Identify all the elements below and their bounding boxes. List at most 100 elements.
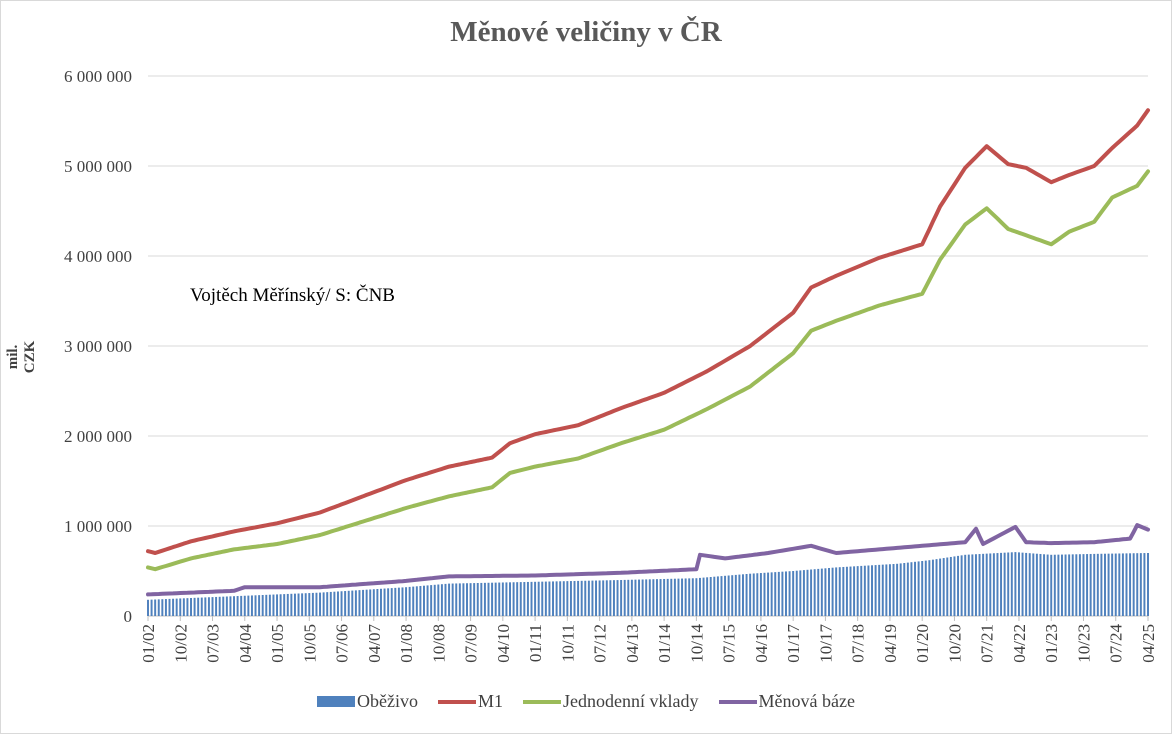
obezivo-bar — [498, 582, 501, 616]
obezivo-bar — [233, 596, 236, 616]
obezivo-bar — [810, 569, 813, 616]
obezivo-bar — [512, 582, 515, 616]
x-tick-label: 07/24 — [1107, 624, 1126, 663]
obezivo-bar — [888, 564, 891, 616]
obezivo-bar — [939, 558, 942, 616]
obezivo-bar — [161, 599, 164, 616]
obezivo-bar — [738, 574, 741, 616]
obezivo-bar — [483, 582, 486, 616]
obezivo-bar — [964, 554, 967, 616]
legend-swatch-m1 — [438, 699, 477, 704]
obezivo-bar — [530, 581, 533, 616]
obezivo-bar — [541, 581, 544, 616]
obezivo-bar — [903, 563, 906, 616]
x-tick-label: 07/18 — [849, 624, 868, 663]
obezivo-bar — [849, 566, 852, 616]
obezivo-bar — [741, 574, 744, 616]
obezivo-bar — [1111, 553, 1114, 616]
obezivo-bar — [1046, 554, 1049, 616]
obezivo-bar — [329, 591, 332, 616]
obezivo-bar — [813, 569, 816, 616]
obezivo-bar — [569, 581, 572, 616]
obezivo-bar — [365, 589, 368, 616]
obezivo-bar — [914, 561, 917, 616]
obezivo-bar — [308, 593, 311, 616]
obezivo-bar — [1010, 552, 1013, 616]
x-tick-label: 04/13 — [623, 624, 642, 663]
obezivo-bar — [175, 598, 178, 616]
obezivo-bar — [419, 586, 422, 616]
x-tick-label: 04/19 — [881, 624, 900, 663]
obezivo-bar — [663, 578, 666, 616]
obezivo-bar — [1003, 552, 1006, 616]
obezivo-bar — [423, 585, 425, 616]
x-tick-label: 10/14 — [687, 624, 706, 663]
obezivo-bar — [756, 573, 759, 616]
obezivo-bar — [376, 589, 379, 616]
obezivo-bar — [261, 595, 264, 616]
chart-title: Měnové veličiny v ČR — [450, 16, 722, 48]
legend-swatch-menova-baze — [718, 699, 757, 704]
obezivo-bar — [437, 584, 440, 616]
obezivo-bar — [207, 597, 210, 616]
obezivo-bar — [921, 561, 924, 616]
obezivo-bar — [731, 575, 734, 616]
obezivo-bar — [480, 582, 483, 616]
obezivo-bar — [584, 580, 587, 616]
obezivo-bar — [767, 572, 770, 616]
obezivo-bar — [322, 592, 325, 616]
obezivo-bar — [347, 590, 350, 616]
obezivo-bar — [562, 581, 565, 616]
obezivo-bar — [1021, 552, 1024, 616]
obezivo-bar — [1114, 553, 1117, 616]
obezivo-bar — [172, 598, 175, 616]
obezivo-bar — [946, 557, 949, 616]
obezivo-bar — [1064, 554, 1067, 616]
obezivo-bar — [577, 580, 580, 616]
x-tick-label: 01/23 — [1042, 624, 1061, 663]
obezivo-bar — [720, 576, 723, 616]
obezivo-bar — [544, 581, 547, 616]
obezivo-bar — [426, 585, 429, 616]
obezivo-bar — [573, 580, 576, 616]
obezivo-bar — [559, 581, 562, 616]
plot-area: 0 1 000 000 2 000 000 3 000 000 4 000 000 5 0… — [64, 67, 1158, 663]
obezivo-bar — [996, 553, 999, 616]
obezivo-bar — [670, 578, 673, 616]
obezivo-bar — [681, 578, 684, 616]
obezivo-bar — [595, 580, 598, 616]
obezivo-bar — [820, 568, 823, 616]
legend-label-obezivo: Oběživo — [357, 691, 419, 711]
obezivo-bar — [781, 571, 784, 616]
obezivo-bar — [440, 584, 443, 616]
x-tick-label: 01/17 — [784, 624, 803, 663]
obezivo-bar — [706, 577, 709, 616]
obezivo-bar — [770, 572, 773, 616]
x-tick-label: 01/14 — [655, 624, 674, 663]
obezivo-bar — [494, 582, 497, 616]
obezivo-bar — [713, 576, 716, 616]
obezivo-bar — [448, 583, 451, 616]
obezivo-bar — [1082, 554, 1085, 616]
obezivo-bar — [293, 593, 296, 616]
obezivo-bar — [724, 575, 727, 616]
obezivo-bar — [476, 583, 479, 616]
y-tick-label: 6 000 000 — [64, 67, 132, 86]
obezivo-bar — [835, 567, 838, 616]
x-tick-label: 07/15 — [720, 624, 739, 663]
obezivo-bar — [609, 580, 612, 616]
obezivo-bar — [777, 571, 780, 616]
obezivo-bar — [1136, 553, 1139, 616]
obezivo-bar — [383, 588, 386, 616]
obezivo-bar — [215, 596, 218, 616]
x-tick-label: 04/25 — [1139, 624, 1158, 663]
obezivo-bar — [953, 556, 956, 616]
obezivo-bar — [924, 560, 927, 616]
series-line-jednodenni-vklady — [146, 169, 1150, 572]
obezivo-bar — [186, 598, 189, 616]
obezivo-bar — [745, 574, 748, 616]
obezivo-bar — [792, 571, 795, 616]
obezivo-bar — [1100, 553, 1103, 616]
obezivo-bar — [605, 580, 608, 616]
obezivo-bar — [899, 563, 902, 616]
